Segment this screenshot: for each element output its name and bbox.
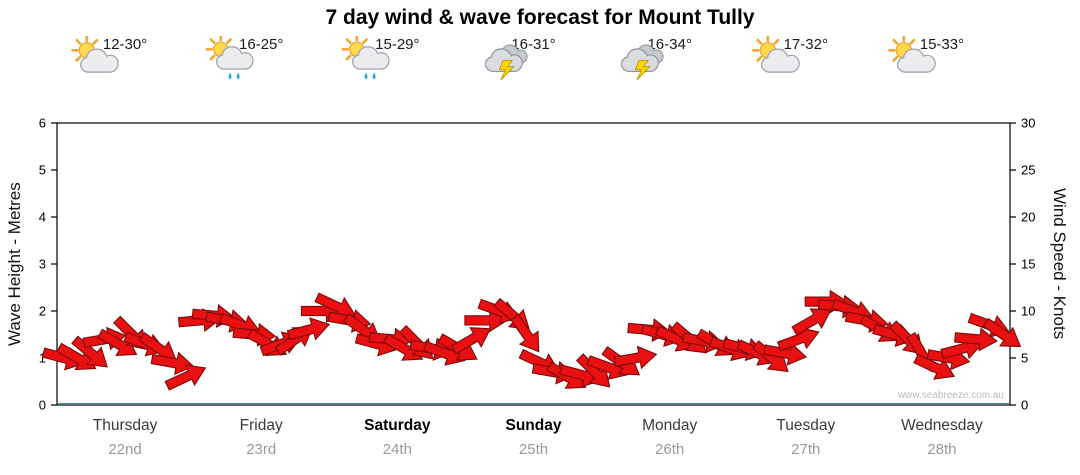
cloud-icon — [80, 48, 119, 73]
wind-arrow — [450, 327, 492, 355]
day-name: Thursday — [92, 417, 158, 434]
left-tick-label: 2 — [39, 304, 46, 319]
forecast-day-thursday: 12-30° — [70, 36, 180, 73]
showers-icon — [342, 36, 390, 80]
temperature-range: 12-30° — [102, 36, 148, 53]
right-axis-title: Wind Speed - Knots — [1050, 188, 1069, 340]
raindrop-icon — [228, 72, 232, 80]
lightning-icon — [634, 60, 651, 81]
watermark: www.seabreeze.com.au — [897, 390, 1004, 401]
wind-arrow — [150, 351, 195, 376]
day-date: 27th — [791, 441, 821, 458]
wind-arrow — [575, 353, 611, 388]
day-name: Monday — [642, 417, 698, 434]
storm-icon — [620, 44, 664, 81]
forecast-day-monday: 16-34° — [615, 36, 725, 81]
forecast-day-wednesday: 15-33° — [887, 36, 997, 73]
day-date: 24th — [382, 441, 412, 458]
day-date: 25th — [518, 441, 549, 458]
raindrop-icon — [372, 72, 377, 80]
day-date: 26th — [655, 441, 685, 458]
day-name: Friday — [239, 417, 283, 434]
left-tick-label: 3 — [39, 257, 46, 272]
wind-arrow — [613, 345, 658, 370]
partly-cloudy-icon — [71, 36, 119, 73]
day-label-wednesday: Wednesday 28th — [874, 417, 1010, 458]
right-tick-label: 25 — [1021, 163, 1035, 178]
right-tick-label: 0 — [1021, 398, 1028, 413]
right-tick-label: 10 — [1021, 304, 1035, 319]
right-tick-label: 5 — [1021, 351, 1028, 366]
raindrop-icon — [236, 72, 240, 80]
day-label-sunday: Sunday 25th — [466, 417, 602, 458]
temperature-range: 15-33° — [919, 36, 965, 53]
right-tick-label: 15 — [1021, 257, 1035, 272]
cloud-icon — [896, 48, 936, 73]
day-label-friday: Friday 23rd — [193, 417, 329, 458]
wind-arrow — [56, 342, 97, 371]
temperature-range: 17-32° — [783, 36, 828, 53]
right-tick-label: 20 — [1021, 210, 1035, 225]
day-name: Saturday — [364, 417, 431, 434]
raindrop-icon — [364, 72, 368, 80]
temperature-range: 15-29° — [375, 36, 420, 53]
wind-arrow — [954, 327, 998, 352]
day-name: Wednesday — [901, 417, 983, 434]
temperature-range: 16-25° — [239, 36, 284, 53]
page-title: 7 day wind & wave forecast for Mount Tul… — [325, 6, 755, 29]
showers-icon — [206, 36, 254, 80]
cloud-icon — [352, 46, 390, 70]
left-tick-label: 6 — [39, 116, 46, 131]
left-tick-label: 4 — [39, 210, 46, 225]
day-date: 22nd — [108, 441, 142, 458]
forecast-day-sunday: 16-31° — [479, 36, 589, 81]
wind-arrow — [286, 317, 331, 341]
cloud-icon — [216, 46, 254, 70]
cloud-icon — [760, 48, 800, 73]
day-date: 23rd — [246, 441, 277, 458]
left-tick-label: 5 — [39, 163, 46, 178]
right-tick-label: 30 — [1021, 116, 1035, 131]
day-label-tuesday: Tuesday 27th — [738, 417, 874, 458]
wind-arrow — [791, 308, 832, 336]
partly-cloudy-icon — [751, 36, 800, 73]
temperature-range: 16-31° — [511, 36, 556, 53]
forecast-day-friday: 16-25° — [206, 36, 316, 80]
day-date: 28th — [927, 441, 957, 458]
left-tick-label: 1 — [39, 351, 46, 366]
day-label-saturday: Saturday 24th — [329, 417, 465, 458]
lightning-icon — [498, 60, 515, 81]
wind-arrow — [510, 313, 540, 353]
left-tick-label: 0 — [39, 398, 46, 413]
day-name: Sunday — [505, 417, 562, 434]
wind-arrow — [71, 335, 108, 368]
partly-cloudy-icon — [888, 36, 936, 73]
wind-arrow — [164, 364, 207, 391]
wind-arrow — [763, 342, 808, 366]
wind-arrow — [982, 317, 1022, 348]
forecast-day-tuesday: 17-32° — [751, 36, 861, 73]
temperature-range: 16-34° — [647, 36, 692, 53]
sun-icon — [206, 36, 237, 65]
day-label-monday: Monday 26th — [602, 417, 738, 458]
day-label-thursday: Thursday 22nd — [57, 417, 193, 458]
day-name: Tuesday — [776, 417, 836, 434]
forecast-day-saturday: 15-29° — [342, 36, 452, 80]
storm-icon — [484, 44, 528, 81]
